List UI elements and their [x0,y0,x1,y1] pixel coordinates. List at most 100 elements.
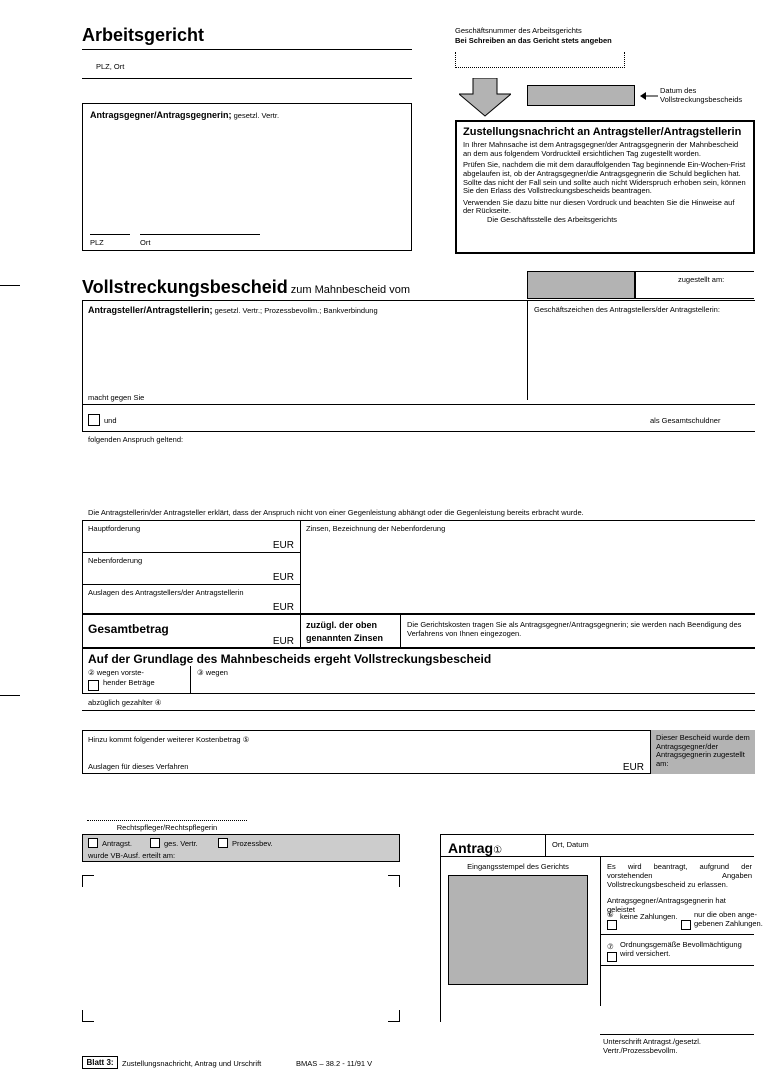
crop-tr-v [399,875,400,887]
blatt-box: Blatt 3: [82,1056,118,1069]
opp-ort: Ort [140,238,150,247]
eur-1: EUR [250,540,294,551]
proc-exp: Auslagen für dieses Verfahren [88,762,188,771]
sig-label: Unterschrift Antragst./gesetzl. Vertr./P… [603,1037,773,1055]
antrag-ort: Ort, Datum [552,840,589,849]
antrag-h2 [600,934,754,935]
lbl-antragst: Antragst. [102,839,132,848]
notice-p4: Die Geschäftsstelle des Arbeitsgerichts [463,216,747,225]
vb-title-row: Vollstreckungsbescheid zum Mahnbescheid … [82,277,410,298]
cb-nopay[interactable] [607,920,617,930]
opponent-labels: Antragsgegner/Antragsgegnerin; gesetzl. … [90,110,279,120]
applicant-vline [527,300,528,400]
amt-int: Zinsen, Bezeichnung der Nebenforderung [306,524,445,533]
order-box [82,648,755,694]
claim-joint: als Gesamtschuldner [650,416,720,425]
applicant-box [82,300,755,432]
notice-p1: In Ihrer Mahnsache ist dem Antragsgegner… [463,141,747,158]
antrag-title-row: Antrag① [448,840,502,856]
notice-p2: Prüfen Sie, nachdem die mit dem darauffo… [463,161,747,196]
left-tick-2 [0,695,20,696]
eur-4: EUR [250,636,294,647]
vb-date-box[interactable] [527,271,635,299]
applicant-refs: Geschäftszeichen des Antragstellers/der … [534,305,720,314]
plz-ort-label: PLZ, Ort [96,62,124,71]
antrag-title: Antrag [448,840,493,856]
amounts-box [82,520,755,614]
case-label-1: Geschäftsnummer des Arbeitsgerichts [455,26,582,35]
date-box-gray[interactable] [527,85,635,106]
opt2b: hender Beträge [103,678,155,687]
antrag-body: Es wird beantragt, aufgrund der vorstehe… [607,862,752,889]
sig-line [600,1034,754,1035]
costs-note: Die Gerichtskosten tragen Sie als Antrag… [407,620,747,638]
antrag-hline [440,856,754,857]
title-underline [82,49,412,50]
antrag-vline2 [600,856,601,1006]
opponent-box [82,103,412,251]
vb-served-label: zugestellt am: [678,275,724,284]
vb-title: Vollstreckungsbescheid [82,277,288,297]
notice-title: Zustellungsnachricht an Antragsteller/An… [463,126,747,138]
antrag-vline1 [545,834,546,856]
arrow-note-1: Datum des [660,86,696,95]
amt-exp: Auslagen des Antragstellers/der Antragst… [88,588,244,597]
crop-bl-h [82,1021,94,1022]
notice-box: Zustellungsnachricht an Antragsteller/An… [455,120,755,254]
plus2: genannten Zinsen [306,633,383,643]
clerk-label: Rechtspfleger/Rechtspflegerin [87,823,247,832]
seven: ⑦ [607,942,614,951]
left-tick-1 [0,285,20,286]
antrag-sup: ① [493,845,502,856]
arrow-left-icon [640,91,658,101]
abovepay2: gebenen Zahlungen. [694,919,763,928]
nopay: keine Zahlungen. [620,912,678,921]
cb-ges[interactable] [150,838,160,848]
amt-main: Hauptforderung [88,524,140,533]
amt-h1 [82,552,300,553]
footer-code: BMAS – 38.2 - 11/91 V [296,1059,372,1068]
claim-following: folgenden Anspruch geltend: [88,435,183,444]
clerk-line [87,820,247,821]
cb-auth[interactable] [607,952,617,962]
opp-ort-line [140,234,260,235]
opt2a: ② wegen vorste- [88,668,144,677]
amt-anc: Nebenforderung [88,556,142,565]
abovepay1: nur die oben ange- [694,910,757,919]
opponent-sub: gesetzl. Vertr. [232,111,280,120]
vb-sub: zum Mahnbescheid vom [288,284,410,296]
lbl-proz: Prozessbev. [232,839,273,848]
opt3: ③ wegen [197,668,228,677]
cb-proz[interactable] [218,838,228,848]
plz-ort-line [82,78,412,79]
applicant-row: Antragsteller/Antragstellerin; gesetzl. … [88,305,378,315]
eur-2: EUR [250,572,294,583]
claim-declare: Die Antragstellerin/der Antragsteller er… [88,508,748,517]
opp-plz: PLZ [90,238,104,247]
line-x1 [82,404,755,405]
opt2-checkbox[interactable] [88,680,99,691]
applicant-label: Antragsteller/Antragstellerin; [88,305,213,315]
crop-br-h [388,1021,400,1022]
opp-plz-line [90,234,130,235]
vb-ausf-label: wurde VB-Ausf. erteilt am: [88,851,175,860]
arrow-down-icon [459,78,511,118]
total-label: Gesamtbetrag [88,622,169,636]
stamp-label: Eingangsstempel des Gerichts [448,862,588,871]
claim-and: und [104,416,117,425]
cb-antragst[interactable] [88,838,98,848]
plus1: zuzügl. der oben [306,620,377,630]
eur-3: EUR [250,602,294,613]
applicant-sub: gesetzl. Vertr.; Prozessbevollm.; Bankve… [213,306,378,315]
antrag-h3 [600,965,754,966]
opponent-label: Antragsgegner/Antragsgegnerin; [90,110,232,120]
served-to: Dieser Bescheid wurde dem Antragsgegner/… [656,734,752,769]
case-number-box[interactable] [455,52,625,68]
less-label: abzüglich gezahlter ④ [88,698,161,707]
auth-label: Ordnungsgemäße Bevollmächtigung wird ver… [620,940,752,958]
claim-against: macht gegen Sie [88,393,144,402]
cb-abovepay[interactable] [681,920,691,930]
lbl-ges: ges. Vertr. [164,839,198,848]
and-checkbox[interactable] [88,414,100,426]
extra-label: Hinzu kommt folgender weiterer Kostenbet… [88,735,249,744]
